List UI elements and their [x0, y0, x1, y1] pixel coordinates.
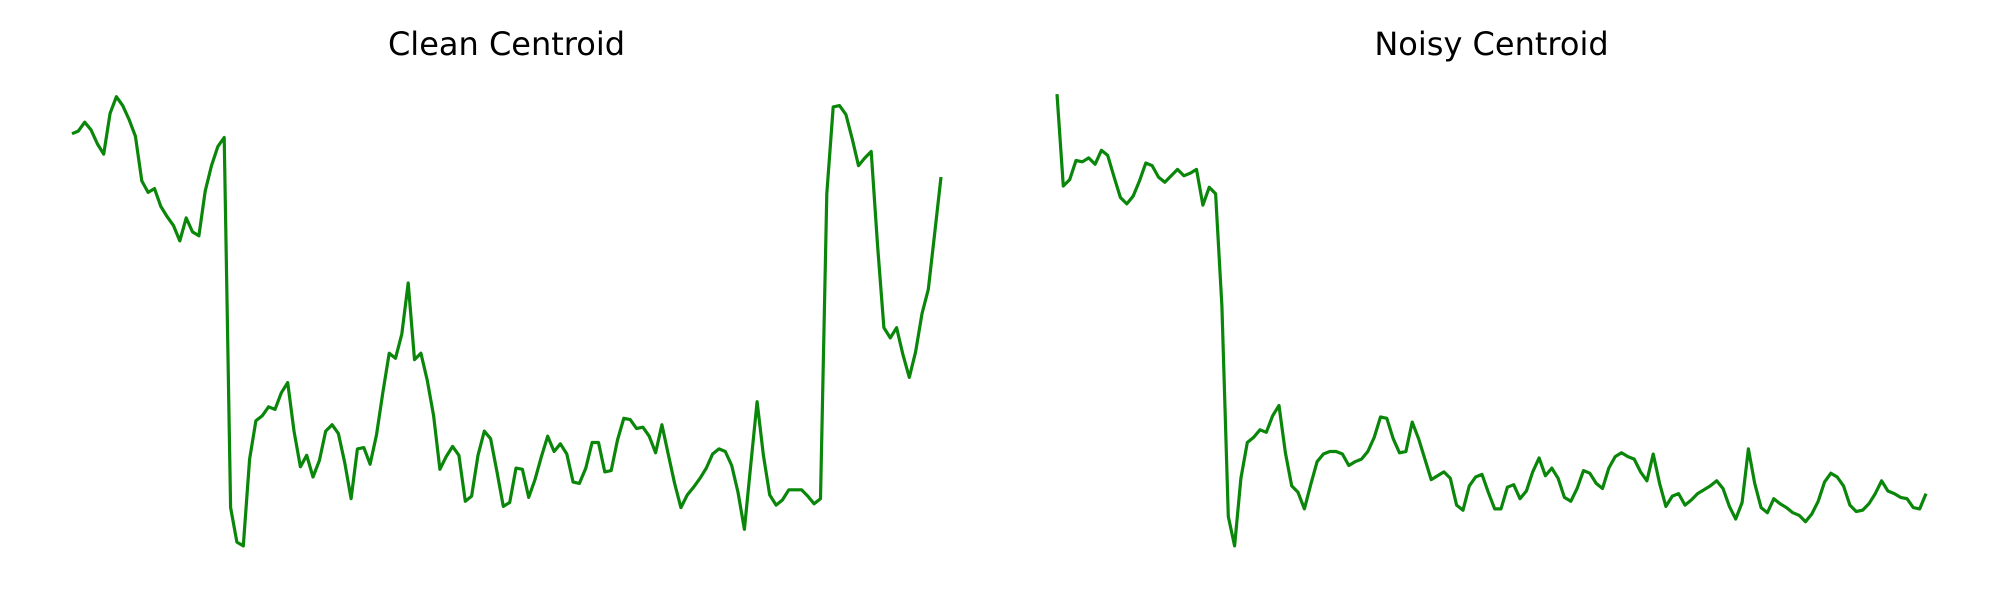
chart-title: Noisy Centroid — [1374, 25, 1608, 63]
chart-title: Clean Centroid — [388, 25, 625, 63]
data-line — [71, 95, 943, 548]
data-line — [1055, 93, 1928, 548]
